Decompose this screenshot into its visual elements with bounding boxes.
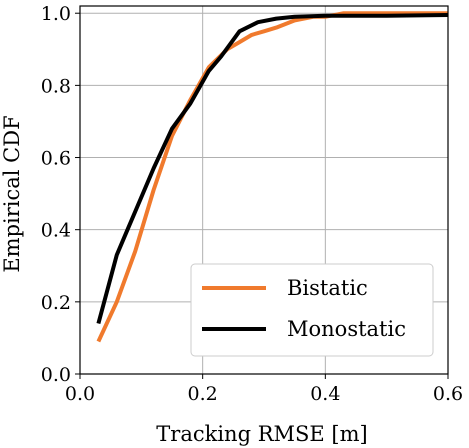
legend-label-monostatic: Monostatic <box>287 317 406 341</box>
y-tick-label: 0.2 <box>41 292 71 314</box>
series-line-monostatic <box>96 13 449 325</box>
x-tick-label: 0.6 <box>433 383 463 405</box>
tick-labels: 0.0 0.2 0.4 0.6 0.0 0.2 0.4 0.6 0.8 1.0 <box>41 3 463 405</box>
legend: Bistatic Monostatic <box>190 263 434 357</box>
y-tick-label: 0.8 <box>41 75 71 97</box>
x-tick-label: 0.4 <box>310 383 340 405</box>
axes <box>75 5 449 379</box>
series-lines <box>96 11 449 343</box>
plot-frame <box>79 5 449 375</box>
x-tick-label: 0.0 <box>65 383 95 405</box>
y-tick-label: 0.6 <box>41 148 71 170</box>
y-tick-label: 0.0 <box>41 364 71 386</box>
x-axis-label: Tracking RMSE [m] <box>156 422 367 446</box>
y-axis-label: Empirical CDF <box>0 115 24 272</box>
legend-label-bistatic: Bistatic <box>287 276 368 300</box>
y-tick-label: 0.4 <box>41 220 71 242</box>
x-tick-label: 0.2 <box>188 383 218 405</box>
y-tick-label: 1.0 <box>41 3 71 25</box>
